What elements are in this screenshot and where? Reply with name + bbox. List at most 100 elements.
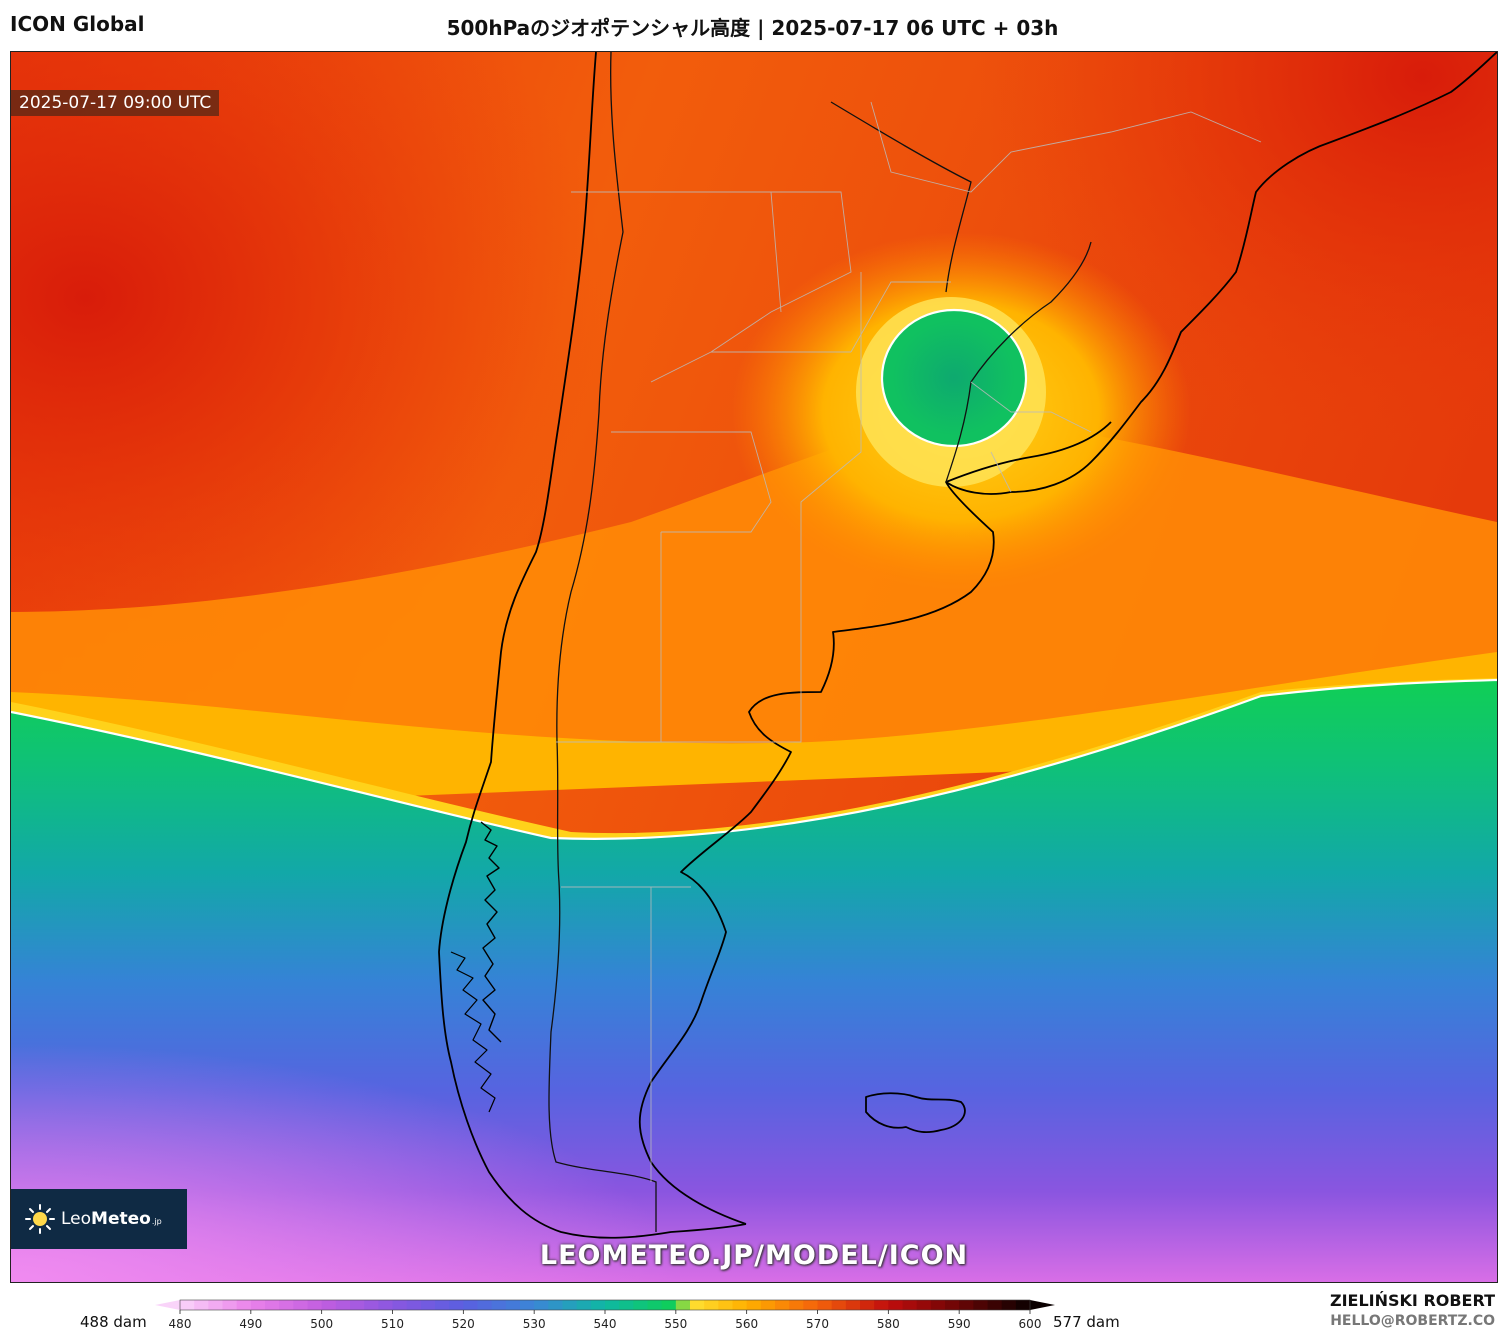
colorbar-swatch bbox=[505, 1300, 521, 1310]
colorbar: 480 490 500 510 520 530 540 550 560 570 580 590 600 bbox=[155, 1299, 1055, 1331]
colorbar-swatch bbox=[477, 1300, 493, 1310]
colorbar-swatch bbox=[534, 1300, 549, 1310]
colorbar-swatch bbox=[208, 1300, 223, 1310]
colorbar-swatch bbox=[874, 1300, 889, 1310]
colorbar-tick-label: 480 bbox=[169, 1317, 192, 1331]
site-url-watermark[interactable]: LEOMETEO.JP/MODEL/ICON bbox=[539, 1240, 969, 1271]
colorbar-tick-label: 540 bbox=[594, 1317, 617, 1331]
prov-border-7 bbox=[970, 381, 1092, 493]
colorbar-swatch bbox=[562, 1300, 578, 1310]
prov-border-3 bbox=[660, 272, 862, 743]
colorbar-tick-label: 580 bbox=[877, 1317, 900, 1331]
colorbar-swatch bbox=[265, 1300, 280, 1310]
colorbar-swatch bbox=[633, 1300, 648, 1310]
colorbar-swatch bbox=[987, 1300, 1003, 1310]
colorbar-tick-label: 550 bbox=[664, 1317, 687, 1331]
colorbar-swatch bbox=[704, 1300, 719, 1310]
author-email[interactable]: HELLO@ROBERTZ.CO bbox=[1330, 1313, 1495, 1329]
prov-border-1 bbox=[571, 191, 852, 383]
chile-fjord-fragments bbox=[450, 951, 496, 1113]
colorbar-swatch bbox=[817, 1300, 833, 1310]
colorbar-tick-label: 590 bbox=[948, 1317, 971, 1331]
colorbar-swatch bbox=[760, 1300, 776, 1310]
colorbar-swatch bbox=[605, 1300, 620, 1310]
colorbar-swatch bbox=[335, 1300, 351, 1310]
colorbar-swatch bbox=[435, 1300, 450, 1310]
colorbar-swatch bbox=[520, 1300, 535, 1310]
colorbar-swatch bbox=[1001, 1300, 1017, 1310]
colorbar-swatch bbox=[491, 1300, 507, 1310]
author-credit: ZIELIŃSKI ROBERT bbox=[1329, 1291, 1495, 1310]
colorbar-swatch bbox=[789, 1300, 804, 1310]
colorbar-tick-label: 510 bbox=[381, 1317, 404, 1331]
colorbar-swatch bbox=[364, 1300, 379, 1310]
colorbar-swatch bbox=[548, 1300, 563, 1310]
sun-icon bbox=[25, 1204, 55, 1234]
colorbar-swatch bbox=[775, 1300, 790, 1310]
colorbar-swatch bbox=[420, 1300, 436, 1310]
colorbar-swatches bbox=[180, 1300, 1031, 1310]
colorbar-swatch bbox=[675, 1300, 691, 1310]
coastlines bbox=[438, 52, 1497, 1239]
colorbar-min-label: 488 dam bbox=[80, 1313, 147, 1331]
colorbar-swatch bbox=[406, 1300, 422, 1310]
colorbar-swatch bbox=[831, 1300, 847, 1310]
colorbar-swatch bbox=[845, 1300, 861, 1310]
colorbar-max-label: 577 dam bbox=[1053, 1313, 1120, 1331]
colorbar-swatch bbox=[293, 1300, 308, 1310]
colorbar-swatch bbox=[916, 1300, 932, 1310]
paraguay-border bbox=[830, 101, 972, 293]
logo-bold: Meteo bbox=[91, 1209, 151, 1229]
colorbar-swatch bbox=[888, 1300, 903, 1310]
colorbar-swatch bbox=[576, 1300, 592, 1310]
colorbar-min-arrow bbox=[155, 1300, 180, 1310]
colorbar-tick-label: 500 bbox=[310, 1317, 333, 1331]
colorbar-swatch bbox=[959, 1300, 974, 1310]
prov-border-4 bbox=[556, 741, 691, 1182]
colorbar-swatch bbox=[463, 1300, 478, 1310]
falklands bbox=[865, 1092, 966, 1134]
leometeo-logo[interactable]: LeoMeteo.jp bbox=[11, 1189, 187, 1249]
chile-coast bbox=[438, 52, 747, 1239]
colorbar-tick-label: 570 bbox=[806, 1317, 829, 1331]
rio-de-la-plata bbox=[945, 421, 1112, 483]
colorbar-max-arrow bbox=[1030, 1300, 1055, 1310]
colorbar-swatch bbox=[180, 1300, 195, 1310]
colorbar-swatch bbox=[732, 1300, 748, 1310]
model-name: ICON Global bbox=[10, 12, 145, 36]
prov-border-2 bbox=[611, 431, 772, 533]
colorbar-swatch bbox=[902, 1300, 918, 1310]
borders bbox=[548, 52, 1092, 1232]
colorbar-swatch bbox=[661, 1300, 677, 1310]
fjord-fragments bbox=[480, 821, 502, 1043]
colorbar-tick-label: 530 bbox=[523, 1317, 546, 1331]
geopotential-map[interactable] bbox=[11, 52, 1497, 1282]
colorbar-ticks: 480 490 500 510 520 530 540 550 560 570 580 590 600 bbox=[169, 1310, 1041, 1331]
colorbar-swatch bbox=[973, 1300, 988, 1310]
colorbar-tick-label: 560 bbox=[735, 1317, 758, 1331]
colorbar-swatch bbox=[647, 1300, 663, 1310]
chart-title: 500hPaのジオポテンシャル高度 | 2025-07-17 06 UTC + … bbox=[446, 16, 1059, 40]
colorbar-swatch bbox=[619, 1300, 634, 1310]
colorbar-swatch bbox=[590, 1300, 606, 1310]
colorbar-swatch bbox=[350, 1300, 365, 1310]
map-panel[interactable]: 2025-07-17 09:00 UTC LeoMeteo.jp LEOMETE… bbox=[10, 51, 1498, 1283]
colorbar-swatch bbox=[279, 1300, 294, 1310]
colorbar-swatch bbox=[690, 1300, 705, 1310]
uruguay-border bbox=[945, 241, 1092, 483]
contour-552-front bbox=[11, 678, 1497, 840]
colorbar-swatch bbox=[222, 1300, 238, 1310]
colorbar-tick-label: 520 bbox=[452, 1317, 475, 1331]
colorbar-swatch bbox=[307, 1300, 323, 1310]
prov-border-6 bbox=[870, 101, 1262, 193]
andes-border bbox=[548, 52, 657, 1232]
logo-suffix: .jp bbox=[151, 1217, 162, 1226]
colorbar-swatch bbox=[250, 1300, 266, 1310]
field-pink-southwest bbox=[11, 752, 1497, 1282]
colorbar-swatch bbox=[803, 1300, 818, 1310]
logo-wordmark: LeoMeteo.jp bbox=[61, 1209, 162, 1229]
atlantic-coast-south bbox=[638, 52, 1497, 1225]
colorbar-swatch bbox=[860, 1300, 875, 1310]
valid-time-label: 2025-07-17 09:00 UTC bbox=[11, 90, 220, 116]
colorbar-swatch bbox=[378, 1300, 393, 1310]
